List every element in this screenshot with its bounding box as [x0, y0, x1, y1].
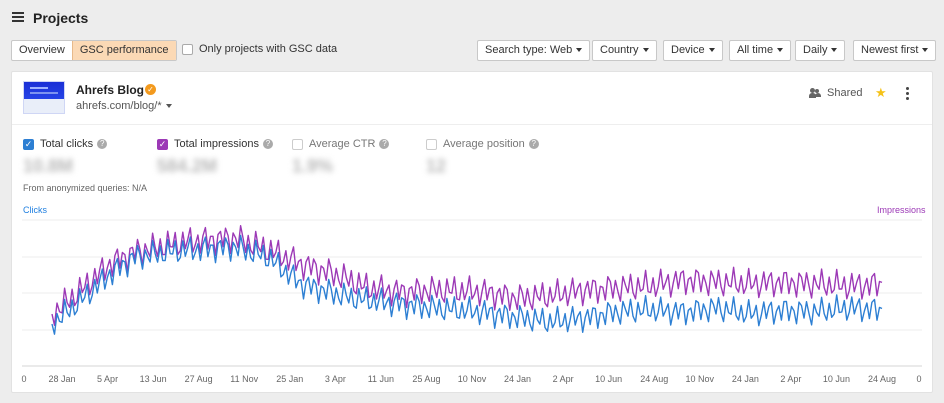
y-right-axis-title: Impressions	[877, 205, 926, 215]
average-position-checkbox[interactable]	[426, 138, 437, 150]
average-ctr-value: 1.9%	[292, 156, 334, 176]
star-icon[interactable]: ★	[875, 85, 887, 100]
x-tick-label: 25 Jan	[276, 374, 303, 384]
total-clicks-value: 10.8M	[23, 156, 74, 176]
page-title: Projects	[33, 10, 89, 26]
help-icon[interactable]: ?	[528, 139, 539, 149]
total-impressions-checkbox[interactable]: ✓	[157, 138, 168, 150]
help-icon[interactable]: ?	[97, 139, 108, 149]
people-icon	[809, 88, 821, 98]
x-tick-label: 24 Jan	[732, 374, 759, 384]
gsc-only-label: Only projects with GSC data	[199, 43, 338, 55]
project-thumbnail[interactable]	[23, 81, 65, 114]
chevron-down-icon	[576, 48, 583, 53]
sort-dropdown[interactable]: Newest first	[853, 40, 937, 61]
country-dropdown[interactable]: Country	[592, 40, 657, 61]
metric-average-ctr[interactable]: Average CTR ?	[292, 138, 390, 150]
tab-gsc-performance[interactable]: GSC performance	[71, 41, 176, 60]
x-tick-label: 3 Apr	[325, 374, 346, 384]
x-tick-label: 24 Jan	[504, 374, 531, 384]
metric-average-position[interactable]: Average position ?	[426, 138, 539, 150]
metric-label: Average CTR	[309, 138, 376, 150]
x-tick-label: 28 Jan	[48, 374, 75, 384]
average-ctr-checkbox[interactable]	[292, 138, 303, 150]
chevron-down-icon	[642, 48, 649, 53]
x-tick-label: 10 Nov	[458, 374, 487, 384]
total-impressions-value: 584.2M	[157, 156, 218, 176]
card-divider	[12, 124, 932, 125]
x-tick-label: 2 Apr	[553, 374, 574, 384]
view-tabs: Overview GSC performance	[11, 40, 177, 61]
gsc-only-filter[interactable]: Only projects with GSC data	[182, 43, 337, 55]
x-tick-label: 24 Aug	[868, 374, 896, 384]
kebab-icon[interactable]	[906, 87, 910, 100]
y-right-tick-label: 0	[916, 374, 921, 384]
chevron-down-icon	[831, 48, 838, 53]
check-badge-icon: ✓	[145, 84, 156, 95]
x-tick-label: 24 Aug	[640, 374, 668, 384]
y-left-axis-title: Clicks	[23, 205, 47, 215]
project-url-dropdown[interactable]: ahrefs.com/blog/*	[76, 100, 172, 112]
metric-label: Total impressions	[174, 138, 259, 150]
x-tick-label: 13 Jun	[140, 374, 167, 384]
search-type-dropdown[interactable]: Search type: Web	[477, 40, 591, 61]
granularity-dropdown[interactable]: Daily	[795, 40, 846, 61]
project-name[interactable]: Ahrefs Blog	[76, 83, 145, 97]
project-card: Ahrefs Blog ✓ ahrefs.com/blog/* Shared ★…	[11, 71, 933, 393]
clicks-series-line	[51, 234, 883, 335]
metric-label: Average position	[443, 138, 525, 150]
chevron-down-icon	[777, 48, 784, 53]
toolbar: Overview GSC performance Only projects w…	[11, 40, 937, 62]
impressions-series-line	[51, 225, 883, 326]
date-range-dropdown[interactable]: All time	[729, 40, 792, 61]
top-bar: Projects	[0, 0, 944, 36]
x-tick-label: 10 Nov	[686, 374, 715, 384]
x-tick-label: 10 Jun	[823, 374, 850, 384]
hamburger-icon[interactable]	[12, 12, 24, 22]
gsc-only-checkbox[interactable]	[182, 43, 193, 55]
device-dropdown[interactable]: Device	[663, 40, 723, 61]
metric-total-impressions[interactable]: ✓ Total impressions ?	[157, 138, 273, 150]
help-icon[interactable]: ?	[262, 139, 273, 149]
x-tick-label: 11 Jun	[368, 374, 394, 384]
y-left-tick-label: 0	[21, 374, 26, 384]
average-position-value: 12	[426, 156, 447, 176]
x-tick-label: 25 Aug	[412, 374, 440, 384]
total-clicks-checkbox[interactable]: ✓	[23, 138, 34, 150]
shared-button[interactable]: Shared	[809, 87, 862, 99]
chevron-down-icon	[165, 104, 172, 109]
shared-label: Shared	[827, 87, 863, 99]
anonymized-note: From anonymized queries: N/A	[23, 183, 148, 193]
help-icon[interactable]: ?	[379, 139, 390, 149]
x-tick-label: 2 Apr	[780, 374, 801, 384]
x-tick-label: 27 Aug	[185, 374, 213, 384]
x-tick-label: 10 Jun	[595, 374, 622, 384]
performance-chart[interactable]: 28 Jan 5 Apr 13 Jun 27 Aug 11 Nov 25 Jan 3 Apr…	[12, 212, 932, 390]
x-tick-label: 11 Nov	[230, 374, 258, 384]
metric-label: Total clicks	[40, 138, 94, 150]
x-tick-label: 5 Apr	[97, 374, 118, 384]
chevron-down-icon	[922, 48, 929, 53]
chevron-down-icon	[708, 48, 715, 53]
metric-total-clicks[interactable]: ✓ Total clicks ?	[23, 138, 108, 150]
tab-overview[interactable]: Overview	[19, 44, 65, 56]
